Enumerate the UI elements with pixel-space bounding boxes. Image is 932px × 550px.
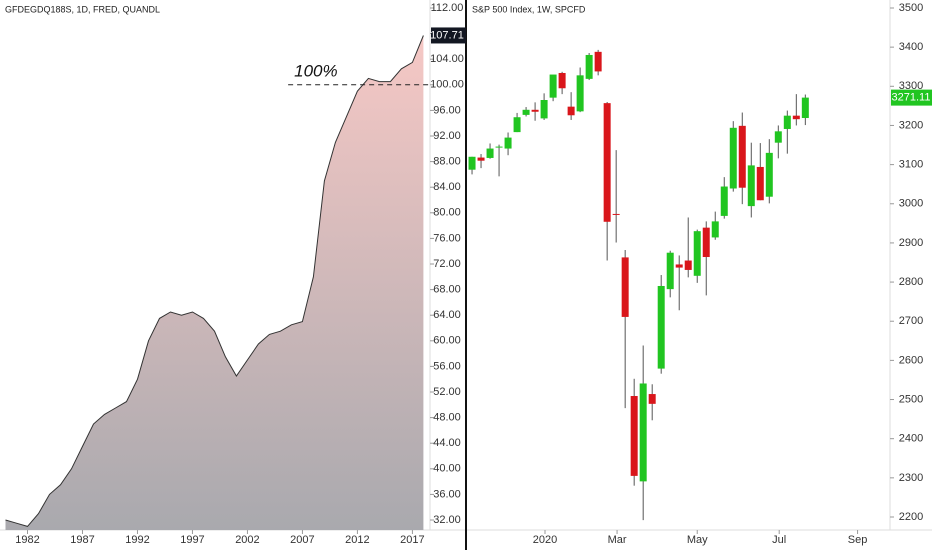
candle-body [765, 152, 773, 197]
y-tick-label: 60.00 [433, 335, 461, 347]
candle-body [576, 75, 584, 112]
y-tick-label: 3400 [899, 41, 923, 53]
candle-body [774, 131, 782, 143]
y-tick-label: 2800 [899, 276, 923, 288]
y-tick-label: 2200 [899, 511, 923, 523]
y-tick-label: 112.00 [431, 2, 464, 14]
y-tick-label: 56.00 [433, 360, 461, 372]
y-tick-label: 36.00 [433, 488, 461, 500]
candle-body [702, 227, 710, 258]
y-tick-label: 3100 [899, 159, 923, 171]
last-value-label: 3271.11 [892, 92, 931, 104]
x-tick-label: 2012 [345, 534, 369, 546]
candle-body [756, 166, 764, 201]
last-value-box [891, 89, 932, 106]
candle-body [495, 146, 503, 148]
y-tick-label: 76.00 [433, 232, 461, 244]
chart-title: S&P 500 Index, 1W, SPCFD [472, 4, 586, 14]
x-tick-label: 1987 [70, 534, 94, 546]
candle-body [639, 383, 647, 482]
y-tick-label: 68.00 [433, 284, 461, 296]
y-tick-label: 2900 [899, 237, 923, 249]
candle-body [783, 115, 791, 129]
y-tick-label: 104.00 [430, 53, 464, 65]
candle-body [648, 394, 656, 404]
candle-body [711, 221, 719, 238]
x-tick-label: 2007 [290, 534, 314, 546]
candle-body [522, 109, 530, 115]
y-tick-label: 64.00 [433, 309, 461, 321]
candle-body [747, 165, 755, 207]
y-tick-label: 3500 [899, 2, 923, 14]
candle-body [684, 260, 692, 270]
last-value-box [431, 27, 466, 44]
y-tick-label: 32.00 [433, 514, 461, 526]
candle-body [468, 156, 476, 170]
y-tick-label: 88.00 [433, 156, 461, 168]
y-tick-label: 48.00 [433, 412, 461, 424]
y-tick-label: 100.00 [430, 79, 464, 91]
candle-body [729, 127, 737, 189]
y-tick-label: 2500 [899, 393, 923, 405]
x-tick-label: Sep [848, 534, 868, 546]
area-fill [5, 35, 424, 530]
candle-body [612, 213, 620, 215]
y-tick-label: 3000 [899, 198, 923, 210]
x-tick-label: May [687, 534, 708, 546]
x-tick-label: Mar [608, 534, 627, 546]
y-tick-label: 3300 [899, 80, 923, 92]
y-tick-label: 40.00 [433, 463, 461, 475]
candle-body [567, 106, 575, 116]
candle-body [657, 285, 665, 369]
candle-body [513, 117, 521, 133]
x-tick-label: 2002 [235, 534, 259, 546]
y-tick-label: 92.00 [433, 130, 461, 142]
candle-body [630, 396, 638, 476]
y-tick-label: 3200 [899, 119, 923, 131]
candle-body [486, 148, 494, 158]
candle-body [792, 115, 800, 120]
candle-body [621, 257, 629, 317]
y-tick-label: 2400 [899, 433, 923, 445]
y-tick-label: 72.00 [433, 258, 461, 270]
y-tick-label: 2300 [899, 472, 923, 484]
candle-body [801, 97, 809, 119]
candle-body [585, 54, 593, 79]
y-tick-label: 2700 [899, 315, 923, 327]
area-line [5, 35, 424, 527]
candle-body [549, 74, 557, 98]
x-tick-label: 2020 [533, 534, 557, 546]
y-tick-label: 2600 [899, 354, 923, 366]
chart-title: GFDEGDQ188S, 1D, FRED, QUANDL [5, 4, 160, 14]
candle-body [594, 51, 602, 72]
candle-body [675, 264, 683, 268]
y-tick-label: 44.00 [433, 437, 461, 449]
candle-body [720, 186, 728, 216]
annotation: 100% [294, 61, 337, 80]
x-tick-label: 1992 [125, 534, 149, 546]
candle-body [558, 72, 566, 89]
x-tick-label: 1982 [15, 534, 39, 546]
candle-body [531, 109, 539, 112]
x-tick-label: Jul [772, 534, 786, 546]
y-tick-label: 52.00 [433, 386, 461, 398]
last-value-label: 107.71 [430, 29, 464, 41]
y-tick-label: 96.00 [433, 104, 461, 116]
candle-body [693, 231, 701, 276]
x-tick-label: 1997 [180, 534, 204, 546]
candle-body [603, 103, 611, 222]
candle-body [738, 125, 746, 188]
candle-body [504, 137, 512, 149]
y-tick-label: 80.00 [433, 207, 461, 219]
x-tick-label: 2017 [400, 534, 424, 546]
y-tick-label: 84.00 [433, 181, 461, 193]
candle-body [540, 100, 548, 119]
candle-body [477, 157, 485, 161]
candle-body [666, 252, 674, 290]
